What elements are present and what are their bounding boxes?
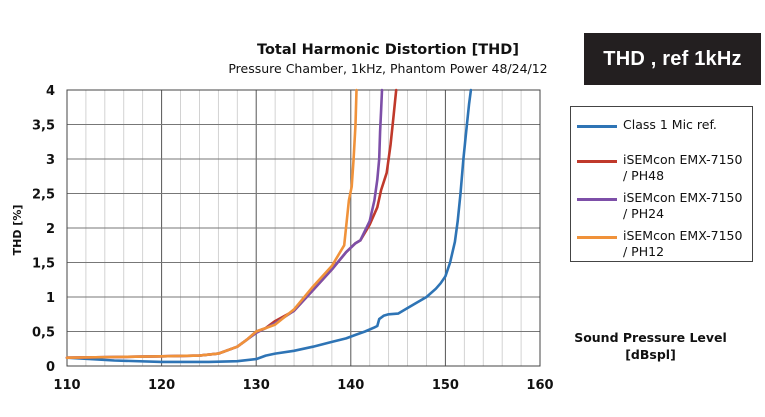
series-line-ph12 [65, 88, 358, 360]
x-tick-label: 120 [148, 378, 175, 393]
legend-swatch-ph48 [577, 160, 617, 163]
legend-item-ph24: iSEMcon EMX-7150 / PH24 [577, 190, 748, 222]
legend-swatch-class1 [577, 125, 617, 128]
x-tick-label: 160 [526, 378, 553, 393]
legend-swatch-ph12 [577, 236, 617, 239]
legend-label-ph48: iSEMcon EMX-7150 / PH48 [623, 152, 743, 183]
legend-label-ph12: iSEMcon EMX-7150 / PH12 [623, 228, 743, 259]
x-tick-label: 150 [432, 378, 459, 393]
x-tick-label: 130 [243, 378, 270, 393]
legend-label-class1: Class 1 Mic ref. [623, 117, 717, 132]
y-tick-label: 1 [46, 291, 55, 306]
legend-item-class1: Class 1 Mic ref. [577, 117, 748, 133]
y-tick-label: 2,5 [32, 188, 55, 203]
y-tick-label: 0,5 [32, 326, 55, 341]
x-axis-label-line1: Sound Pressure Level [574, 330, 727, 345]
y-tick-label: 0 [46, 360, 55, 375]
y-tick-label: 1,5 [32, 257, 55, 272]
y-axis-label: THD [%] [11, 205, 24, 256]
series-line-class1 [65, 88, 473, 364]
x-tick-label: 110 [53, 378, 80, 393]
y-tick-label: 4 [46, 84, 55, 99]
y-tick-label: 3,5 [32, 119, 55, 134]
x-axis-label-line2: [dBspl] [625, 347, 676, 362]
thd-ref-badge: THD , ref 1kHz [584, 33, 761, 85]
x-tick-label: 140 [337, 378, 364, 393]
legend-swatch-ph24 [577, 198, 617, 201]
legend-label-ph24: iSEMcon EMX-7150 / PH24 [623, 190, 743, 221]
chart-subtitle: Pressure Chamber, 1kHz, Phantom Power 48… [228, 61, 547, 76]
legend-item-ph12: iSEMcon EMX-7150 / PH12 [577, 228, 748, 260]
y-tick-label: 3 [46, 153, 55, 168]
chart-legend: Class 1 Mic ref. iSEMcon EMX-7150 / PH48… [570, 106, 753, 262]
x-axis-label: Sound Pressure Level [dBspl] [568, 329, 733, 363]
chart-title: Total Harmonic Distortion [THD] [257, 42, 519, 58]
plot-border [66, 89, 541, 367]
legend-item-ph48: iSEMcon EMX-7150 / PH48 [577, 152, 748, 184]
y-tick-label: 2 [46, 222, 55, 237]
